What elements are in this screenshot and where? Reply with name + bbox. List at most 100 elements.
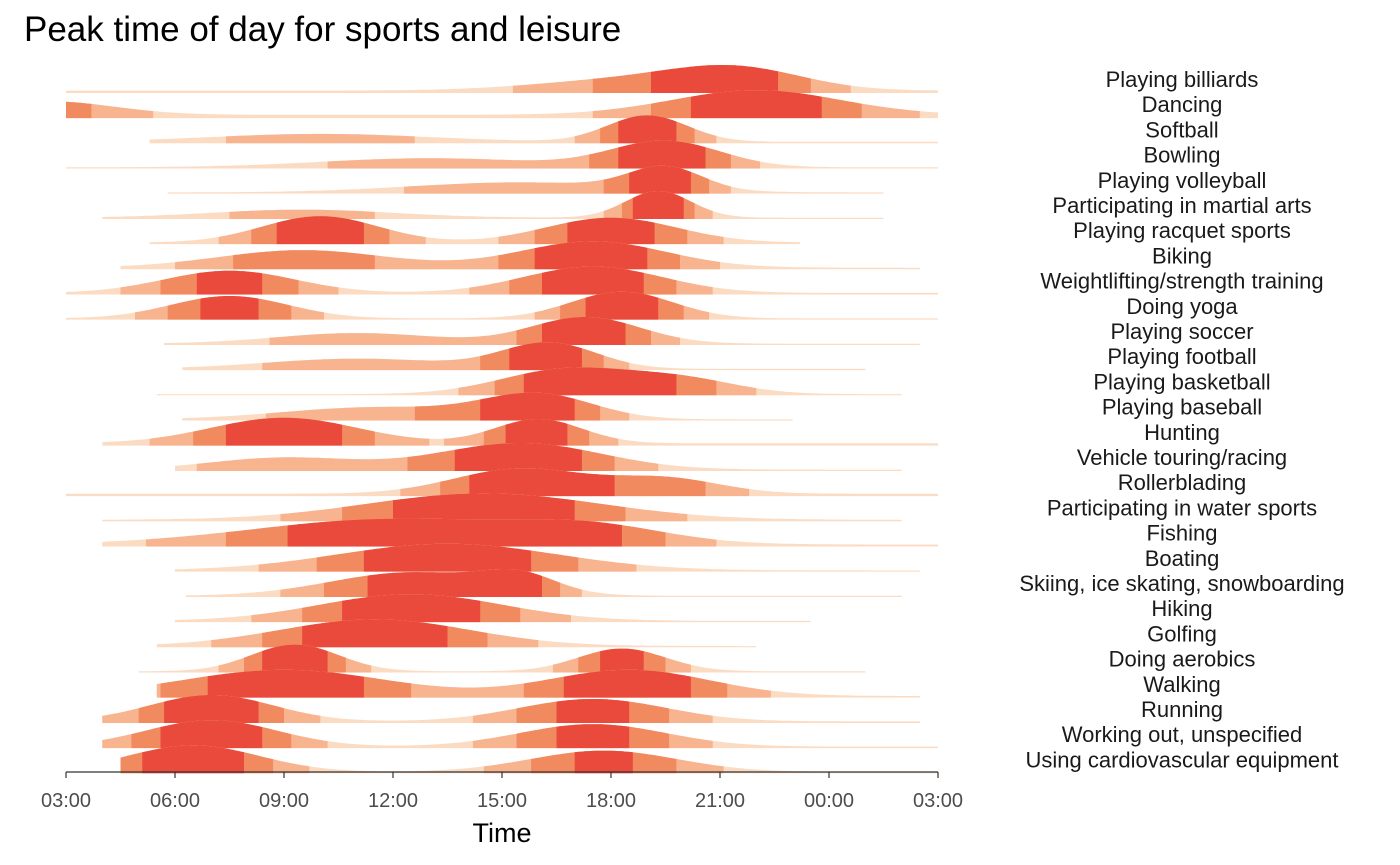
series-label-2: Softball — [1145, 117, 1218, 142]
series-label-18: Fishing — [1147, 521, 1218, 546]
ridge-band-16-3 — [469, 468, 615, 497]
series-label-12: Playing basketball — [1093, 369, 1270, 394]
series-label-16: Rollerblading — [1118, 470, 1246, 495]
ridge-12 — [66, 367, 938, 398]
ridge-band-20-3 — [367, 569, 542, 597]
series-label-6: Playing racquet sports — [1073, 218, 1291, 243]
ridge-band-24-3 — [207, 669, 691, 698]
ridge-17 — [66, 493, 938, 524]
ridge-10 — [66, 317, 938, 347]
ridge-band-23-3 — [262, 644, 644, 673]
ridge-band-11-3 — [509, 342, 582, 371]
ridge-band-2-1 — [225, 115, 717, 144]
ridge-band-5-3 — [632, 191, 684, 219]
ridge-1 — [66, 90, 938, 121]
x-tick-label-4: 15:00 — [477, 790, 527, 812]
ridge-22 — [66, 619, 938, 650]
ridge-band-14-3 — [225, 417, 568, 446]
ridge-18 — [66, 518, 939, 549]
ridges-layer — [66, 65, 939, 776]
ridge-band-22-3 — [302, 619, 448, 648]
series-label-20: Skiing, ice skating, snowboarding — [1019, 571, 1344, 596]
series-label-21: Hiking — [1151, 596, 1212, 621]
ridge-band-7-3 — [534, 241, 648, 270]
ridge-19 — [66, 543, 938, 574]
ridge-band-18-3 — [287, 518, 622, 547]
ridge-24 — [66, 669, 938, 700]
ridge-16 — [66, 468, 938, 499]
ridge-15 — [66, 443, 938, 473]
ridge-0 — [66, 65, 938, 95]
chart-title: Peak time of day for sports and leisure — [24, 10, 622, 49]
ridge-26 — [66, 720, 939, 751]
ridge-band-21-3 — [342, 594, 481, 623]
x-tick-label-2: 09:00 — [259, 790, 309, 812]
ridge-8 — [66, 266, 938, 297]
ridge-band-1-3 — [690, 90, 822, 119]
ridge-13 — [66, 392, 938, 423]
x-axis: 03:00 06:00 09:00 12:00 15:00 18:00 21:00 00:00… — [41, 771, 963, 848]
ridge-band-6-3 — [276, 216, 655, 245]
x-tick-label-6: 21:00 — [695, 790, 745, 812]
ridge-band-26-2 — [131, 720, 670, 749]
ridge-band-12-3 — [523, 367, 677, 396]
ridge-band-2-3 — [618, 115, 677, 144]
series-label-5: Participating in martial arts — [1052, 193, 1311, 218]
ridge-11 — [66, 342, 938, 373]
ridge-9 — [66, 291, 938, 322]
series-label-3: Bowling — [1143, 143, 1220, 168]
ridge-21 — [66, 594, 938, 625]
ridge-band-8-3 — [196, 266, 644, 295]
series-label-24: Walking — [1143, 672, 1220, 697]
ridge-band-27-3 — [142, 745, 633, 774]
ridge-band-4-3 — [629, 165, 691, 194]
series-label-25: Running — [1141, 697, 1223, 722]
x-axis-title: Time — [473, 818, 532, 848]
series-label-22: Golfing — [1147, 621, 1217, 646]
ridge-band-26-3 — [160, 720, 630, 749]
series-label-7: Biking — [1152, 243, 1212, 268]
ridge-6 — [66, 216, 938, 247]
ridge-2 — [66, 115, 939, 146]
series-label-1: Dancing — [1142, 92, 1223, 117]
ridge-band-13-3 — [480, 392, 575, 421]
x-tick-label-1: 06:00 — [150, 790, 200, 812]
ridge-band-9-3 — [200, 291, 659, 320]
ridge-4 — [66, 165, 938, 196]
series-label-8: Weightlifting/strength training — [1040, 269, 1323, 294]
series-label-14: Hunting — [1144, 420, 1220, 445]
ridge-band-25-2 — [138, 695, 670, 723]
series-label-19: Boating — [1145, 546, 1220, 571]
series-label-17: Participating in water sports — [1047, 495, 1317, 520]
ridge-23 — [66, 644, 938, 675]
ridge-band-10-3 — [542, 317, 626, 345]
series-label-13: Playing baseball — [1102, 395, 1262, 420]
ridge-band-19-3 — [363, 543, 532, 572]
x-tick-label-3: 12:00 — [368, 790, 418, 812]
x-tick-label-0: 03:00 — [41, 790, 91, 812]
series-label-27: Using cardiovascular equipment — [1025, 747, 1338, 772]
ridge-band-17-3 — [393, 493, 575, 522]
ridge-3 — [66, 140, 938, 171]
series-label-23: Doing aerobics — [1109, 647, 1256, 672]
series-label-0: Playing billiards — [1106, 67, 1259, 92]
series-label-15: Vehicle touring/racing — [1077, 445, 1287, 470]
ridge-band-15-3 — [454, 443, 582, 471]
series-label-10: Playing soccer — [1110, 319, 1253, 344]
ridge-band-5-1 — [229, 191, 713, 219]
series-label-9: Doing yoga — [1126, 294, 1238, 319]
x-tick-label-7: 00:00 — [804, 790, 854, 812]
series-label-26: Working out, unspecified — [1062, 722, 1303, 747]
ridge-20 — [66, 569, 938, 599]
ridge-band-3-3 — [618, 140, 706, 169]
ridge-band-0-3 — [651, 65, 779, 93]
x-tick-label-8: 03:00 — [913, 790, 963, 812]
x-tick-label-5: 18:00 — [586, 790, 636, 812]
series-label-11: Playing football — [1107, 344, 1256, 369]
ridge-band-1-2 — [66, 90, 862, 119]
series-label-4: Playing volleyball — [1098, 168, 1267, 193]
series-labels-layer: Playing billiardsDancingSoftballBowlingP… — [1019, 67, 1344, 772]
ridge-25 — [66, 695, 938, 725]
ridge-7 — [66, 241, 938, 272]
